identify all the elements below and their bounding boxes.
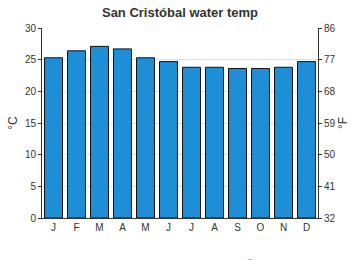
svg-text:68: 68	[324, 86, 336, 97]
svg-text:D: D	[303, 222, 310, 233]
svg-text:32: 32	[324, 213, 336, 224]
svg-text:J: J	[51, 222, 56, 233]
svg-text:A: A	[119, 222, 126, 233]
svg-text:0: 0	[30, 213, 36, 224]
svg-text:S: S	[234, 222, 241, 233]
svg-text:°C: °C	[6, 116, 20, 130]
svg-text:77: 77	[324, 54, 336, 65]
svg-text:20: 20	[25, 86, 37, 97]
svg-text:25: 25	[25, 54, 37, 65]
svg-text:30: 30	[25, 23, 37, 34]
svg-text:O: O	[257, 222, 265, 233]
svg-text:41: 41	[324, 181, 336, 192]
svg-text:J: J	[166, 222, 171, 233]
svg-text:© www.seatemperature.org: © www.seatemperature.org	[247, 258, 344, 260]
svg-text:86: 86	[324, 23, 336, 34]
svg-text:F: F	[73, 222, 79, 233]
svg-text:San Cristóbal water temp: San Cristóbal water temp	[102, 5, 258, 20]
svg-text:°F: °F	[336, 117, 350, 129]
svg-text:M: M	[141, 222, 149, 233]
svg-text:M: M	[95, 222, 103, 233]
svg-text:A: A	[211, 222, 218, 233]
svg-text:5: 5	[30, 181, 36, 192]
svg-text:J: J	[189, 222, 194, 233]
svg-text:50: 50	[324, 149, 336, 160]
svg-text:10: 10	[25, 149, 37, 160]
svg-text:59: 59	[324, 118, 336, 129]
svg-text:N: N	[280, 222, 287, 233]
svg-text:15: 15	[25, 118, 37, 129]
